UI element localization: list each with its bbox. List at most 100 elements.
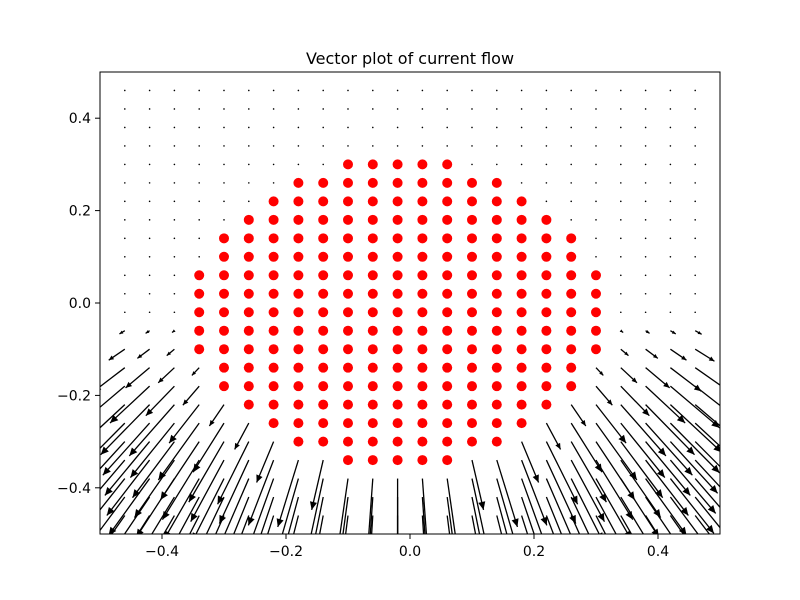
conductor-marker [293,177,304,188]
conductor-marker [293,436,304,447]
field-arrow [496,478,514,534]
conductor-marker [491,288,502,299]
conductor-marker [541,399,552,410]
field-arrow [669,515,685,534]
field-arrow-head [711,419,720,428]
field-arrow [159,441,200,501]
field-point [570,108,572,110]
conductor-marker [268,251,279,262]
field-arrow-head [623,530,631,534]
field-point [644,145,647,147]
field-arrow-head [169,434,177,444]
conductor-marker [219,307,229,318]
field-point [396,108,399,110]
conductor-marker [367,325,378,336]
conductor-marker [343,288,353,299]
field-arrow-head [708,356,715,362]
conductor-marker [268,362,279,373]
conductor-marker [467,270,477,281]
field-point [148,292,151,295]
field-point [545,200,548,203]
field-point [694,274,696,277]
field-point [694,145,696,147]
conductor-marker [392,214,403,225]
conductor-marker [243,325,254,336]
field-arrow [545,478,572,534]
field-point [496,163,498,166]
field-arrow [315,496,324,534]
field-point [223,219,225,221]
field-point [620,126,622,129]
field-point [322,126,325,129]
field-arrow-head [580,419,586,426]
chart-title: Vector plot of current flow [306,49,514,68]
field-point [620,292,622,295]
field-point [669,311,672,314]
field-arrow [446,515,451,534]
conductor-marker [541,288,552,299]
conductor-marker [318,288,329,299]
field-point [620,200,622,203]
y-tick-label: −0.2 [57,388,91,404]
field-arrow [281,478,300,534]
conductor-marker [268,196,279,207]
field-arrow-head [478,501,486,510]
field-arrow [190,459,225,522]
conductor-marker [566,381,577,392]
field-point [198,89,200,92]
conductor-marker [417,399,428,410]
conductor-marker [392,344,403,355]
field-arrow [215,515,225,534]
conductor-marker [194,307,205,318]
field-arrow [471,478,485,534]
y-tick-label: 0.2 [69,204,91,220]
field-point [124,274,126,277]
field-point [620,237,622,240]
field-point [694,163,696,166]
field-point [446,108,449,110]
field-point [669,219,672,221]
field-point [694,108,696,110]
field-point [322,163,325,166]
field-arrow [669,404,720,452]
field-point [669,145,672,147]
field-arrow [645,404,696,456]
field-point [669,255,672,258]
conductor-marker [442,177,453,188]
field-point [595,145,597,147]
field-arrow [694,515,711,534]
field-arrow [100,367,126,388]
conductor-marker [268,288,279,299]
field-point [198,255,200,258]
field-arrow [496,515,503,534]
field-arrow [102,422,151,476]
field-arrow [128,404,175,457]
conductor-marker [516,381,527,392]
field-arrow [100,496,126,532]
field-arrow-head [631,377,637,383]
field-arrow-head [158,377,164,383]
conductor-marker [591,270,601,281]
conductor-marker [417,270,428,281]
field-arrow-head [145,330,150,334]
field-point [595,255,597,258]
field-point [198,219,200,221]
conductor-marker [343,362,353,373]
conductor-marker [392,381,403,392]
conductor-marker [566,362,577,373]
field-point [570,126,572,129]
conductor-marker [268,233,279,244]
conductor-marker [194,325,205,336]
field-point [248,89,250,92]
field-arrow [133,459,175,518]
field-arrow [496,459,519,528]
conductor-marker [392,399,403,410]
field-point [124,126,126,129]
field-arrow [694,385,720,407]
conductor-marker [243,233,254,244]
field-arrow [645,478,687,534]
field-point [421,145,424,147]
field-arrow [645,459,689,516]
field-point [570,219,572,221]
field-arrow [241,515,250,534]
